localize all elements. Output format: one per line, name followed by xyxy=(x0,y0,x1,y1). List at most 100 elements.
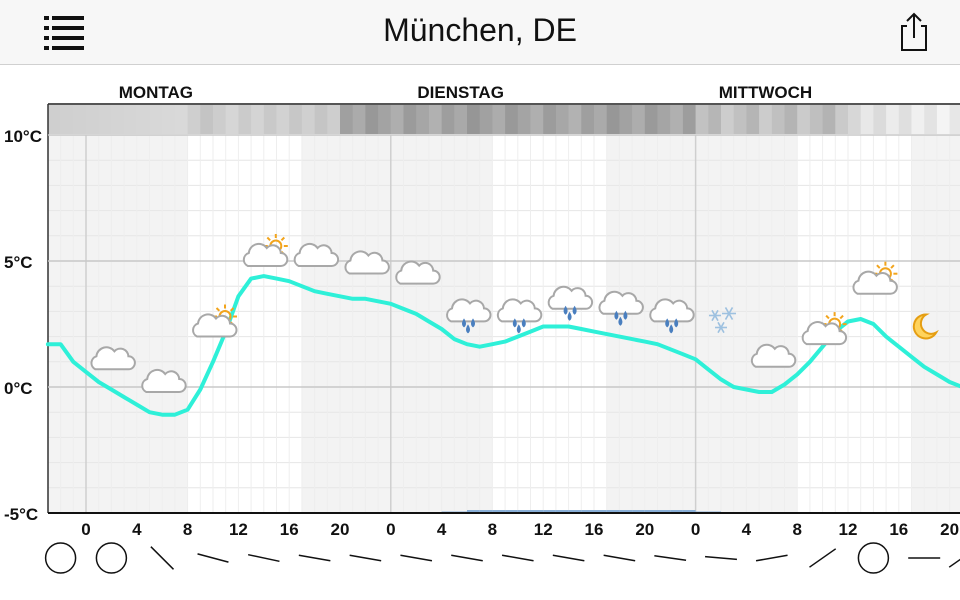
wind-arrow-icon xyxy=(400,554,433,562)
cloud-cover-cell xyxy=(517,104,531,134)
precipitation-bar xyxy=(479,510,493,513)
cloud-icon xyxy=(90,346,136,371)
wind-arrow-icon xyxy=(948,558,960,568)
cloud-cover-cell xyxy=(695,104,709,134)
cloud-cover-cell xyxy=(746,104,760,134)
cloud-cover-cell xyxy=(543,104,557,134)
night-band xyxy=(47,135,188,513)
cloud-cover-cell xyxy=(416,104,430,134)
rain-icon xyxy=(446,298,492,334)
precipitation-bar xyxy=(682,510,696,513)
cloud-cover-cell xyxy=(467,104,481,134)
temperature-line xyxy=(45,274,960,417)
rain-icon xyxy=(649,298,695,334)
cloud-cover-cell xyxy=(365,104,379,134)
wind-arrow-icon xyxy=(197,553,229,563)
precipitation-bar xyxy=(594,510,607,513)
cloud-cover-cell xyxy=(238,104,252,134)
night-band xyxy=(606,135,798,513)
cloud-icon xyxy=(293,242,340,267)
cloud-cover-cell xyxy=(835,104,849,134)
x-tick-label: 0 xyxy=(691,520,700,539)
cloud-cover-cell xyxy=(314,104,328,134)
x-tick-label: 0 xyxy=(81,520,90,539)
cloud-cover-cell xyxy=(848,104,862,134)
cloud-cover-cell xyxy=(149,104,163,134)
cloud-cover-cell xyxy=(594,104,608,134)
cloud-cover-cell xyxy=(136,104,150,134)
cloud-cover-cell xyxy=(301,104,316,134)
wind-arrow-icon xyxy=(603,554,636,562)
cloud-cover-cell xyxy=(759,104,773,134)
cloud-cover-cell xyxy=(822,104,836,134)
x-tick-label: 20 xyxy=(331,520,350,539)
cloud-cover-cell xyxy=(124,104,138,134)
partly-sunny-icon xyxy=(242,234,289,267)
day-label: MITTWOCH xyxy=(719,83,812,102)
calm-icon xyxy=(95,542,128,574)
cloud-cover-cell xyxy=(949,104,960,134)
share-button[interactable] xyxy=(892,8,936,56)
cloud-cover-cell xyxy=(98,104,112,134)
wind-arrow-icon xyxy=(654,555,687,561)
precipitation-bar xyxy=(581,510,594,513)
moon-icon xyxy=(912,313,939,340)
x-tick-label: 16 xyxy=(280,520,299,539)
cloud-cover-cell xyxy=(111,104,125,134)
precipitation-bar xyxy=(517,510,531,513)
cloud-cover-cell xyxy=(644,104,658,134)
wind-arrow-icon xyxy=(552,554,585,562)
menu-button[interactable] xyxy=(40,12,90,54)
cloud-cover-cell xyxy=(505,104,519,134)
cloud-cover-cell xyxy=(898,104,912,134)
wind-row xyxy=(44,542,960,574)
wind-arrow-icon xyxy=(150,546,175,570)
cloud-cover-cell xyxy=(213,104,227,134)
cloud-cover-cell xyxy=(886,104,900,134)
cloud-cover-cell xyxy=(708,104,722,134)
x-tick-label: 16 xyxy=(889,520,908,539)
cloud-cover-cell xyxy=(733,104,747,134)
x-tick-label: 16 xyxy=(585,520,604,539)
partly-sunny-icon xyxy=(852,261,898,295)
rain-icon xyxy=(547,285,594,321)
wind-arrow-icon xyxy=(501,554,534,562)
cloud-cover-cell xyxy=(936,104,951,134)
x-tick-label: 8 xyxy=(792,520,801,539)
cloud-cover-cell xyxy=(632,104,646,134)
day-label: MONTAG xyxy=(119,83,193,102)
cloud-cover-cell xyxy=(403,104,417,134)
precipitation-bar xyxy=(543,510,556,513)
cloud-cover-cell xyxy=(479,104,493,134)
cloud-cover-cell xyxy=(441,104,455,134)
cloud-cover-cell xyxy=(682,104,697,134)
cloud-cover-cell xyxy=(670,104,684,134)
x-tick-label: 12 xyxy=(229,520,248,539)
cloud-icon xyxy=(395,260,441,285)
x-tick-label: 20 xyxy=(940,520,959,539)
cloud-cover-cell xyxy=(581,104,595,134)
wind-arrow-icon xyxy=(755,554,788,562)
cloud-cover-cell xyxy=(606,104,620,134)
list-icon xyxy=(44,16,84,50)
cloud-cover-cell xyxy=(924,104,938,134)
cloud-cover-cell xyxy=(289,104,303,134)
temperature-chart[interactable]: MONTAG DIENSTAG MITTWOCH 10°C 5°C 0°C -5°C 0 4 8 1… xyxy=(0,64,960,540)
cloud-cover-cell xyxy=(378,104,392,134)
cloud-cover-cell xyxy=(555,104,570,134)
cloud-cover-cell xyxy=(771,104,785,134)
x-tick-label: 12 xyxy=(839,520,858,539)
cloud-cover-cell xyxy=(86,104,100,134)
wind-arrow-icon xyxy=(298,554,331,562)
day-label: DIENSTAG xyxy=(417,83,504,102)
cloud-cover-cell xyxy=(797,104,811,134)
wind-arrow-icon xyxy=(704,555,738,561)
partly-sunny-icon xyxy=(192,304,238,338)
cloud-cover-cell xyxy=(352,104,366,134)
x-tick-label: 12 xyxy=(534,520,553,539)
night-band xyxy=(301,135,493,513)
y-tick-label: 10°C xyxy=(4,127,42,146)
cloud-cover-cell xyxy=(911,104,925,134)
rain-icon xyxy=(496,298,543,334)
precipitation-bar xyxy=(670,510,683,513)
